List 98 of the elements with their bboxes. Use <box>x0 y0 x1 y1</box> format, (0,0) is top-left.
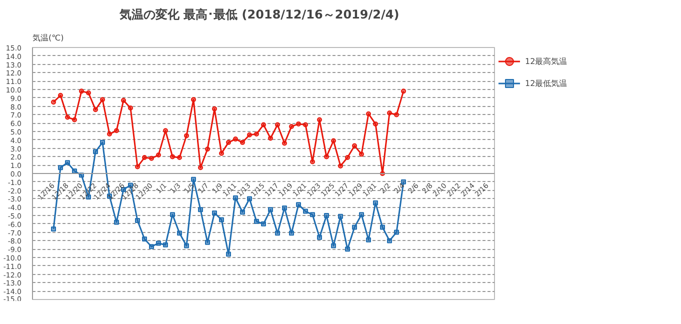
point <box>184 133 189 138</box>
point <box>275 122 280 128</box>
point <box>170 212 175 218</box>
point <box>142 236 147 242</box>
point <box>51 100 56 105</box>
point <box>373 121 378 126</box>
point <box>135 164 140 170</box>
point <box>219 150 224 156</box>
point <box>303 122 308 128</box>
point <box>289 124 294 129</box>
point <box>93 149 98 154</box>
point <box>366 237 371 242</box>
point <box>114 128 119 134</box>
point <box>72 168 77 174</box>
point <box>268 136 273 141</box>
point <box>149 156 154 161</box>
point <box>275 230 280 236</box>
point <box>289 230 294 236</box>
point <box>205 146 210 152</box>
point <box>296 202 301 208</box>
point <box>247 132 252 138</box>
point <box>331 243 336 248</box>
point <box>86 90 91 96</box>
point <box>261 122 266 128</box>
point <box>338 163 343 168</box>
point <box>352 143 357 148</box>
point <box>387 238 392 244</box>
point <box>317 117 322 122</box>
point <box>387 110 392 116</box>
point <box>310 212 315 218</box>
point <box>58 92 63 98</box>
point <box>163 128 168 134</box>
point <box>198 207 203 212</box>
point <box>142 155 147 160</box>
point <box>261 221 266 226</box>
point <box>268 207 273 212</box>
point <box>331 138 336 144</box>
point <box>191 97 196 102</box>
point <box>345 246 350 252</box>
point <box>401 88 406 94</box>
point <box>366 111 371 116</box>
point <box>240 140 245 145</box>
point <box>394 230 399 235</box>
point <box>352 224 357 230</box>
point <box>247 196 252 202</box>
point <box>317 234 322 240</box>
point <box>156 152 161 158</box>
point <box>226 140 231 145</box>
point <box>212 210 217 216</box>
point <box>79 88 84 94</box>
point <box>205 240 210 245</box>
point <box>240 210 245 215</box>
point <box>100 140 105 145</box>
point <box>163 242 168 248</box>
point <box>359 152 364 157</box>
point <box>324 154 329 160</box>
point <box>93 107 98 112</box>
point <box>177 230 182 236</box>
point <box>219 217 224 222</box>
point <box>233 136 238 142</box>
point <box>254 132 259 137</box>
point <box>65 114 70 120</box>
point <box>121 98 126 103</box>
point <box>282 205 287 210</box>
point <box>226 252 231 257</box>
point <box>380 224 385 230</box>
point <box>303 208 308 214</box>
point <box>254 218 259 224</box>
point <box>324 213 329 218</box>
point <box>149 244 154 250</box>
point <box>135 218 140 224</box>
point <box>296 121 301 126</box>
point <box>58 165 63 170</box>
point <box>345 155 350 160</box>
point <box>65 160 70 166</box>
point <box>394 112 399 118</box>
legend-label: 12最低気温 <box>525 78 568 88</box>
chart-title: 気温の変化 最高･最低 (2018/12/16～2019/2/4) <box>118 8 400 22</box>
point <box>100 97 105 102</box>
legend-label: 12最高気温 <box>525 56 568 66</box>
point <box>191 176 196 182</box>
point <box>198 165 203 170</box>
point <box>107 132 112 137</box>
point <box>156 240 161 246</box>
point <box>170 154 175 160</box>
point <box>114 220 119 225</box>
point <box>373 200 378 206</box>
point <box>177 155 182 160</box>
point <box>310 159 315 164</box>
point <box>359 212 364 218</box>
point <box>72 117 77 122</box>
point <box>128 105 133 110</box>
point <box>338 214 343 219</box>
y-axis-title: 気温(℃) <box>32 34 64 42</box>
point <box>51 226 56 232</box>
point <box>212 106 217 112</box>
point <box>184 243 189 248</box>
point <box>282 140 287 146</box>
